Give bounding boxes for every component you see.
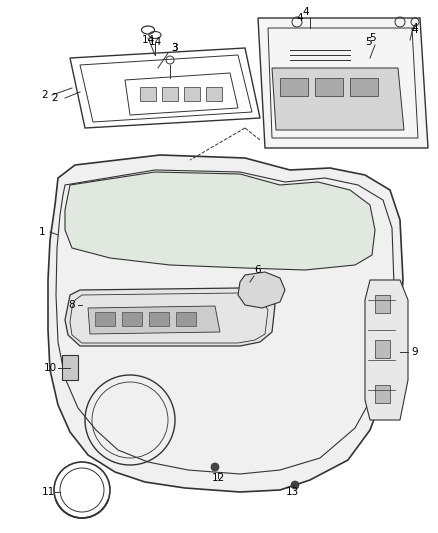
Polygon shape (95, 312, 115, 326)
Polygon shape (184, 87, 200, 101)
Polygon shape (122, 312, 142, 326)
Text: 3: 3 (171, 43, 177, 53)
Text: 10: 10 (43, 363, 57, 373)
Polygon shape (280, 78, 308, 96)
Circle shape (211, 463, 219, 471)
Polygon shape (375, 295, 390, 313)
Text: 14: 14 (141, 35, 155, 45)
Polygon shape (65, 288, 275, 346)
Polygon shape (176, 312, 196, 326)
Polygon shape (365, 280, 408, 420)
Polygon shape (162, 87, 178, 101)
Polygon shape (315, 78, 343, 96)
Polygon shape (258, 18, 428, 148)
Polygon shape (140, 87, 156, 101)
Text: 2: 2 (42, 90, 48, 100)
Polygon shape (375, 340, 390, 358)
Text: 2: 2 (52, 93, 58, 103)
Polygon shape (272, 68, 404, 130)
Polygon shape (88, 306, 220, 334)
Text: 12: 12 (212, 473, 225, 483)
Text: 11: 11 (41, 487, 55, 497)
Text: 14: 14 (148, 37, 162, 47)
Polygon shape (149, 312, 169, 326)
Text: 3: 3 (171, 43, 177, 53)
Text: 4: 4 (297, 13, 303, 23)
Text: 4: 4 (412, 25, 418, 35)
Polygon shape (48, 155, 403, 492)
Text: 9: 9 (412, 347, 418, 357)
Text: 6: 6 (254, 265, 261, 275)
Polygon shape (206, 87, 222, 101)
Polygon shape (62, 355, 78, 380)
Polygon shape (350, 78, 378, 96)
Circle shape (291, 481, 299, 489)
Text: 4: 4 (303, 7, 309, 17)
Text: 1: 1 (39, 227, 45, 237)
Text: 8: 8 (69, 300, 75, 310)
Text: 4: 4 (412, 23, 418, 33)
Polygon shape (238, 272, 285, 308)
Text: 13: 13 (286, 487, 299, 497)
Polygon shape (65, 172, 375, 270)
Polygon shape (375, 385, 390, 403)
Text: 5: 5 (370, 33, 376, 43)
Text: 5: 5 (365, 37, 371, 47)
